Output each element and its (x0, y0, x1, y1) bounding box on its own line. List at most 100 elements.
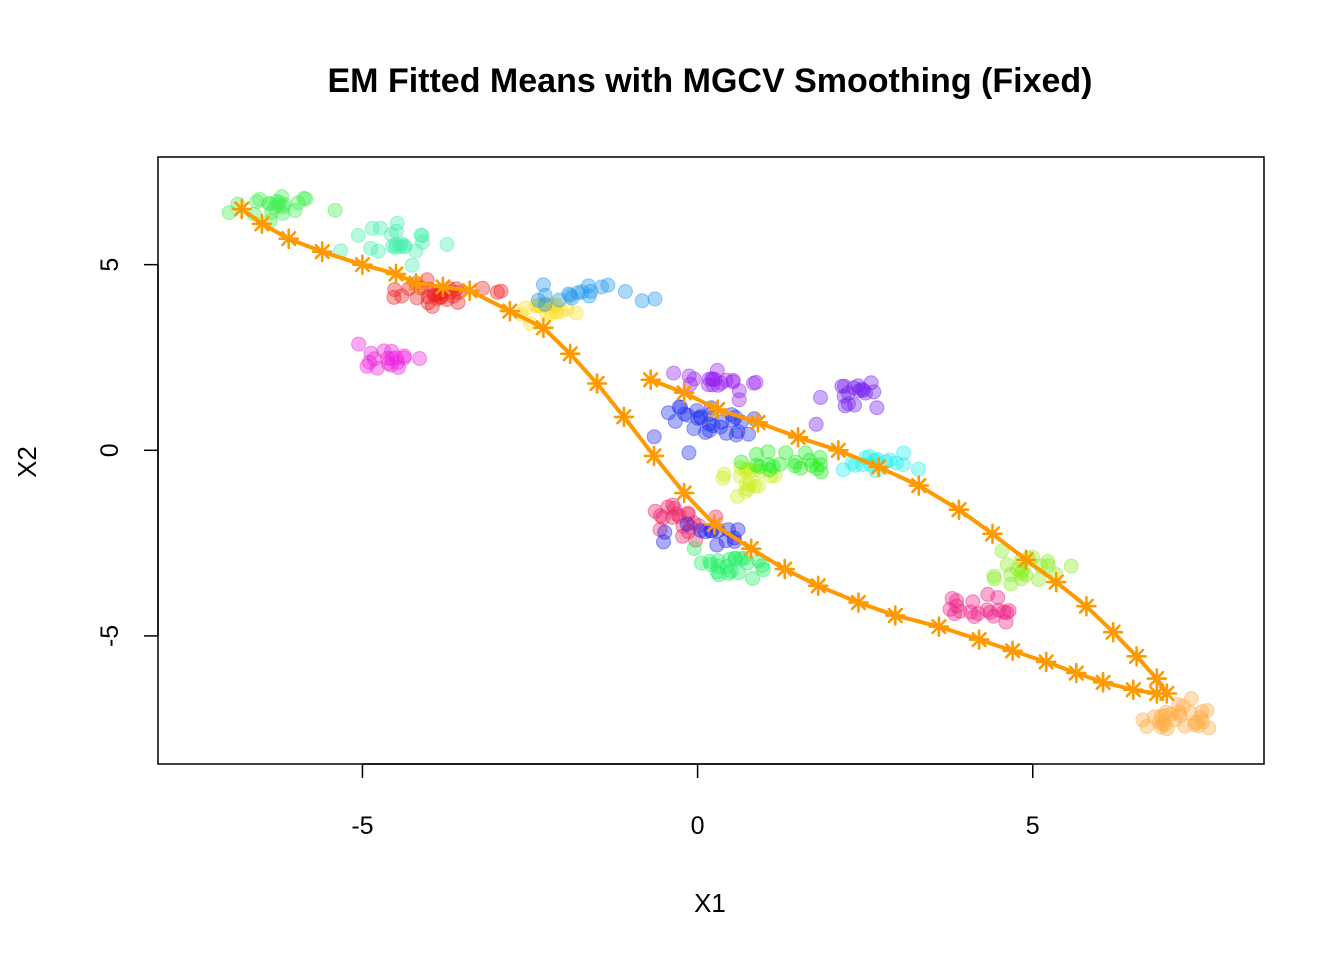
fitted-mean-marker (928, 616, 950, 637)
data-point (1177, 718, 1193, 734)
data-point (698, 424, 713, 440)
fitted-mean-marker (385, 263, 407, 285)
data-point (380, 350, 396, 366)
data-point (693, 410, 709, 426)
data-point (686, 541, 702, 557)
data-point (376, 343, 392, 359)
data-point (1195, 714, 1211, 730)
data-point (802, 452, 818, 468)
data-point (834, 378, 850, 394)
data-point (835, 462, 851, 478)
data-point (693, 409, 709, 424)
data-point (600, 277, 616, 293)
data-point (813, 457, 828, 473)
data-point (667, 413, 683, 429)
data-point (1158, 704, 1174, 720)
data-point (652, 522, 668, 538)
data-point (767, 468, 783, 484)
data-point (991, 602, 1007, 618)
data-point (896, 445, 912, 461)
data-point (669, 506, 685, 522)
data-point (895, 457, 911, 473)
data-point (725, 372, 741, 388)
data-point (686, 515, 702, 531)
data-point (274, 189, 290, 204)
data-point (327, 202, 343, 218)
data-point (716, 466, 732, 482)
data-point (1167, 712, 1183, 728)
data-point (869, 400, 885, 416)
data-point (688, 532, 704, 548)
data-point (986, 571, 1002, 587)
data-point (700, 377, 716, 393)
fitted-mean-marker (1102, 621, 1124, 643)
data-point (548, 297, 564, 313)
data-point (1171, 697, 1186, 713)
fitted-mean-marker (459, 280, 481, 302)
data-point (1153, 708, 1169, 724)
data-point (710, 377, 726, 393)
data-point (1003, 576, 1019, 592)
data-point (762, 462, 778, 478)
data-point (740, 481, 756, 497)
data-point (351, 336, 367, 352)
fitted-mean-marker (828, 439, 849, 461)
data-point (1172, 708, 1188, 723)
data-point (665, 509, 681, 525)
data-point (963, 604, 979, 620)
fitted-mean-marker (432, 276, 454, 298)
data-point (942, 601, 958, 617)
data-point (680, 507, 696, 522)
data-point (666, 365, 682, 381)
smoothed-paths (231, 198, 1178, 704)
data-point (369, 360, 385, 376)
data-point (1154, 716, 1170, 732)
data-point (682, 519, 698, 535)
data-point (350, 227, 366, 243)
data-point (533, 298, 549, 314)
data-point (1040, 558, 1056, 573)
data-point (866, 384, 882, 400)
y-tick-label: 0 (96, 443, 124, 457)
fitted-mean-marker (1015, 549, 1037, 571)
data-point (754, 558, 770, 574)
data-point (728, 427, 744, 443)
data-point (1139, 718, 1155, 734)
data-point (540, 298, 556, 314)
data-point (1031, 572, 1047, 588)
fitted-mean-marker (787, 426, 809, 448)
x-tick-label: -5 (351, 812, 373, 840)
data-point (392, 239, 408, 255)
data-point (798, 445, 813, 461)
x-tick-label: 0 (691, 812, 705, 840)
data-point (665, 497, 681, 513)
fitted-mean-marker (740, 538, 762, 560)
data-point (660, 499, 676, 515)
data-point (752, 463, 768, 479)
fitted-mean-marker (643, 445, 665, 467)
data-point (994, 543, 1010, 559)
data-point (657, 524, 673, 540)
data-point (732, 468, 748, 484)
data-point (681, 445, 697, 461)
data-point (710, 558, 726, 574)
data-point (1001, 603, 1017, 619)
data-point (680, 505, 696, 521)
data-point (581, 288, 597, 304)
data-point (778, 445, 794, 461)
data-point (729, 488, 745, 504)
data-point (366, 351, 382, 367)
data-point (680, 407, 695, 423)
fitted-mean-marker (807, 575, 829, 597)
data-point (562, 288, 578, 303)
data-point (656, 534, 671, 550)
data-point (846, 380, 862, 396)
fitted-mean-marker (1156, 683, 1178, 704)
data-point (949, 598, 965, 614)
data-point (745, 570, 761, 586)
fitted-mean-marker (982, 523, 1003, 545)
data-point (701, 371, 717, 387)
data-point (537, 296, 553, 312)
data-point (731, 383, 747, 399)
